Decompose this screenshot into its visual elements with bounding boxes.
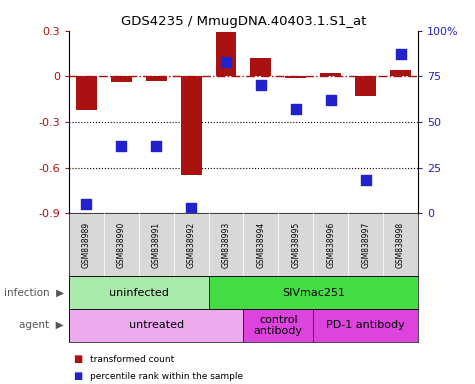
Bar bbox=[285, 76, 306, 78]
Text: uninfected: uninfected bbox=[109, 288, 169, 298]
Text: GSM838989: GSM838989 bbox=[82, 222, 91, 268]
Title: GDS4235 / MmugDNA.40403.1.S1_at: GDS4235 / MmugDNA.40403.1.S1_at bbox=[121, 15, 366, 28]
Bar bbox=[76, 76, 97, 110]
Bar bbox=[69, 309, 243, 342]
Text: agent  ▶: agent ▶ bbox=[19, 320, 64, 331]
Text: ■: ■ bbox=[74, 371, 83, 381]
Point bbox=[152, 142, 160, 149]
Text: GSM838997: GSM838997 bbox=[361, 222, 370, 268]
Text: percentile rank within the sample: percentile rank within the sample bbox=[90, 372, 243, 381]
Bar bbox=[69, 276, 209, 309]
Point bbox=[397, 51, 404, 58]
Text: SIVmac251: SIVmac251 bbox=[282, 288, 345, 298]
Bar bbox=[355, 76, 376, 96]
Bar bbox=[243, 309, 314, 342]
Text: GSM838995: GSM838995 bbox=[291, 222, 300, 268]
Text: untreated: untreated bbox=[129, 320, 184, 331]
Text: GSM838991: GSM838991 bbox=[152, 222, 161, 268]
Point bbox=[83, 201, 90, 207]
Bar bbox=[320, 73, 341, 76]
Bar bbox=[390, 70, 411, 76]
Bar bbox=[209, 276, 418, 309]
Bar bbox=[250, 58, 271, 76]
Text: PD-1 antibody: PD-1 antibody bbox=[326, 320, 405, 331]
Bar bbox=[146, 76, 167, 81]
Point bbox=[292, 106, 300, 112]
Point bbox=[187, 205, 195, 211]
Point bbox=[222, 59, 230, 65]
Point bbox=[117, 142, 125, 149]
Text: GSM838996: GSM838996 bbox=[326, 222, 335, 268]
Bar bbox=[180, 76, 201, 175]
Bar bbox=[216, 32, 237, 76]
Text: GSM838994: GSM838994 bbox=[256, 222, 266, 268]
Text: GSM838990: GSM838990 bbox=[117, 222, 126, 268]
Point bbox=[362, 177, 370, 184]
Point bbox=[257, 82, 265, 88]
Text: infection  ▶: infection ▶ bbox=[4, 288, 64, 298]
Point bbox=[327, 97, 334, 103]
Text: GSM838998: GSM838998 bbox=[396, 222, 405, 268]
Text: GSM838992: GSM838992 bbox=[187, 222, 196, 268]
Bar bbox=[111, 76, 132, 83]
Text: transformed count: transformed count bbox=[90, 354, 174, 364]
Text: control
antibody: control antibody bbox=[254, 314, 303, 336]
Text: ■: ■ bbox=[74, 354, 83, 364]
Bar bbox=[314, 309, 418, 342]
Text: GSM838993: GSM838993 bbox=[221, 222, 230, 268]
